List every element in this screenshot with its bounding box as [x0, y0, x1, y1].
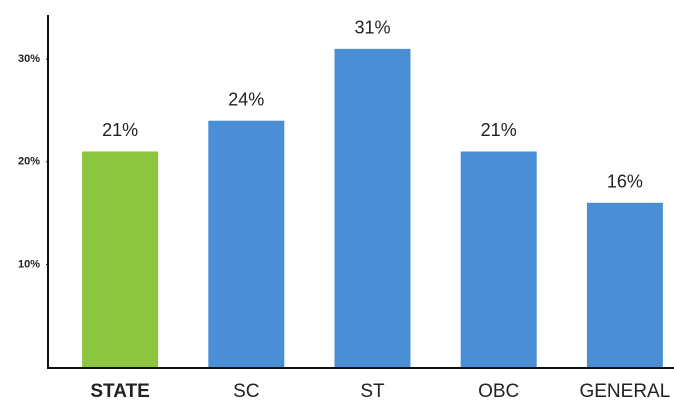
y-tick-label: 10%	[18, 258, 40, 270]
x-tick-label: OBC	[478, 381, 519, 402]
bar	[208, 120, 285, 367]
bar	[82, 151, 159, 367]
bar	[460, 151, 537, 367]
x-tick-label: SC	[233, 381, 259, 402]
x-tick-label: STATE	[90, 381, 149, 402]
value-label: 16%	[607, 172, 643, 192]
value-label: 21%	[481, 120, 517, 140]
y-tick-label: 20%	[18, 156, 40, 168]
bar	[334, 48, 411, 367]
value-label: 31%	[354, 18, 390, 38]
x-tick-label: GENERAL	[579, 381, 670, 402]
y-tick-label: 30%	[18, 53, 40, 65]
x-tick-label: ST	[360, 381, 385, 402]
bar	[586, 202, 663, 367]
value-label: 24%	[228, 89, 264, 109]
value-label: 21%	[102, 120, 138, 140]
